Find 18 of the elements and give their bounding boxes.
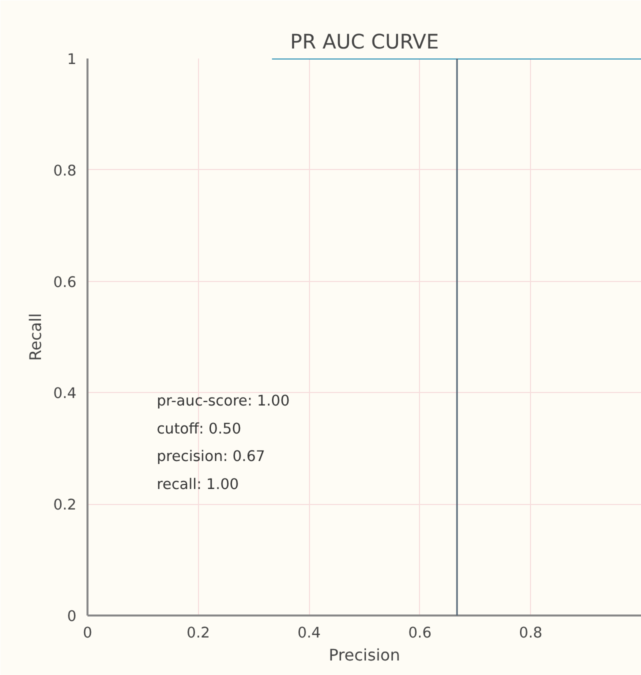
x-axis-title: Precision	[328, 646, 400, 664]
y-tick-label: 0.4	[53, 385, 77, 402]
annotation: pr-auc-score: 1.00	[156, 392, 290, 410]
y-tick-label: 0.6	[53, 274, 77, 291]
x-tick-label: 0.8	[519, 624, 542, 642]
x-tick-label: 0	[82, 624, 92, 642]
y-tick-label: 0.2	[53, 496, 77, 514]
chart-title: PR AUC CURVE	[290, 30, 439, 54]
y-tick-label: 0.8	[53, 162, 77, 180]
annotation: cutoff: 0.50	[156, 420, 242, 438]
y-tick-label: 1	[67, 51, 77, 68]
y-axis-title: Recall	[26, 313, 46, 361]
y-tick-label: 0	[67, 608, 77, 625]
x-tick-label: 0.2	[186, 624, 210, 642]
annotation: recall: 1.00	[156, 476, 239, 493]
x-tick-label: 0.4	[297, 624, 321, 642]
x-tick-label: 0.6	[408, 624, 432, 642]
annotation: precision: 0.67	[156, 448, 266, 466]
